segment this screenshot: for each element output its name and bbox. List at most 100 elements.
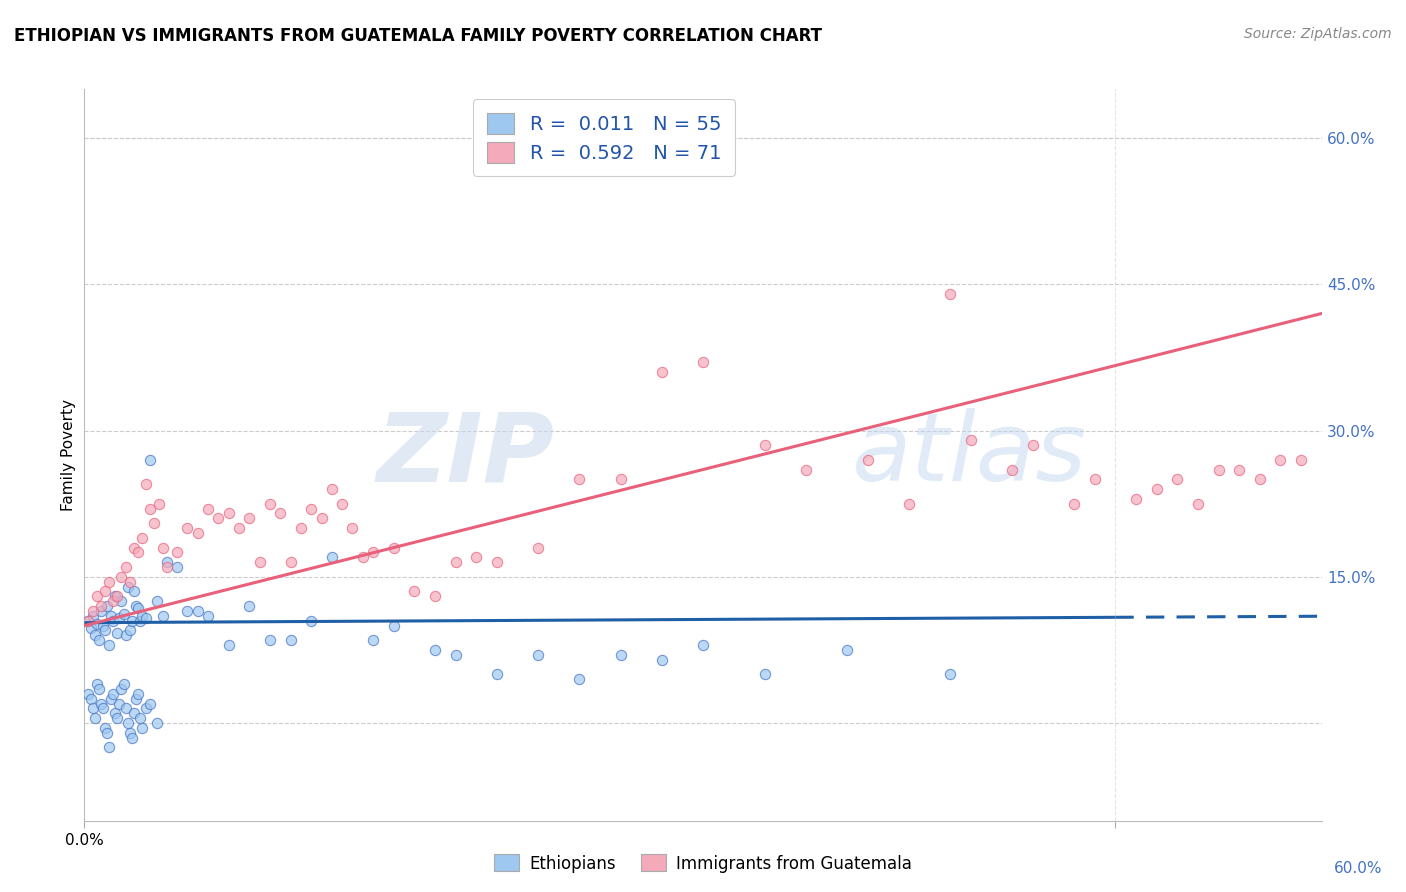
Text: Source: ZipAtlas.com: Source: ZipAtlas.com	[1244, 27, 1392, 41]
Point	[105, 711, 128, 725]
Legend: Ethiopians, Immigrants from Guatemala: Ethiopians, Immigrants from Guatemala	[488, 847, 918, 880]
Point	[1022, 438, 1045, 452]
Point	[112, 677, 135, 691]
Point	[105, 590, 128, 604]
Point	[143, 516, 166, 531]
Point	[651, 365, 673, 379]
Point	[352, 550, 374, 565]
Point	[127, 601, 149, 615]
Point	[129, 614, 152, 628]
Point	[754, 438, 776, 452]
Point	[939, 667, 962, 681]
Point	[290, 521, 312, 535]
Point	[108, 611, 131, 625]
Point	[148, 497, 170, 511]
Point	[90, 604, 112, 618]
Point	[90, 599, 112, 613]
Point	[609, 648, 631, 662]
Point	[187, 604, 209, 618]
Point	[939, 287, 962, 301]
Point	[361, 633, 384, 648]
Point	[218, 507, 240, 521]
Point	[87, 633, 110, 648]
Point	[156, 555, 179, 569]
Point	[77, 614, 100, 628]
Point	[114, 560, 136, 574]
Point	[1270, 452, 1292, 467]
Point	[117, 716, 139, 731]
Text: 60.0%: 60.0%	[1334, 861, 1382, 876]
Point	[651, 653, 673, 667]
Point	[139, 452, 162, 467]
Point	[125, 599, 148, 613]
Point	[197, 501, 219, 516]
Point	[692, 355, 714, 369]
Point	[1289, 452, 1312, 467]
Point	[259, 633, 281, 648]
Point	[131, 721, 153, 735]
Point	[103, 594, 125, 608]
Point	[145, 594, 167, 608]
Point	[94, 584, 117, 599]
Point	[259, 497, 281, 511]
Point	[485, 555, 508, 569]
Point	[321, 550, 343, 565]
Point	[152, 608, 174, 623]
Point	[197, 608, 219, 623]
Point	[249, 555, 271, 569]
Point	[269, 507, 291, 521]
Point	[311, 511, 333, 525]
Point	[94, 721, 117, 735]
Text: atlas: atlas	[852, 409, 1087, 501]
Point	[103, 687, 125, 701]
Point	[118, 624, 141, 638]
Point	[1249, 472, 1271, 486]
Point	[692, 638, 714, 652]
Point	[280, 555, 302, 569]
Point	[361, 545, 384, 559]
Point	[404, 584, 426, 599]
Point	[122, 584, 145, 599]
Point	[187, 525, 209, 540]
Point	[207, 511, 229, 525]
Point	[152, 541, 174, 555]
Point	[110, 594, 132, 608]
Point	[898, 497, 921, 511]
Point	[342, 521, 364, 535]
Point	[110, 681, 132, 696]
Point	[118, 726, 141, 740]
Point	[609, 472, 631, 486]
Point	[228, 521, 250, 535]
Point	[527, 541, 550, 555]
Point	[156, 560, 179, 574]
Point	[83, 628, 105, 642]
Point	[135, 477, 157, 491]
Point	[1187, 497, 1209, 511]
Point	[104, 706, 127, 721]
Point	[125, 691, 148, 706]
Point	[423, 590, 446, 604]
Point	[83, 711, 105, 725]
Point	[86, 590, 108, 604]
Point	[1063, 497, 1085, 511]
Point	[98, 638, 121, 652]
Point	[127, 687, 149, 701]
Point	[485, 667, 508, 681]
Point	[82, 701, 104, 715]
Point	[82, 608, 104, 623]
Point	[856, 452, 879, 467]
Point	[960, 434, 983, 448]
Legend: R =  0.011   N = 55, R =  0.592   N = 71: R = 0.011 N = 55, R = 0.592 N = 71	[474, 99, 735, 177]
Point	[127, 545, 149, 559]
Point	[299, 614, 322, 628]
Point	[444, 555, 467, 569]
Point	[1166, 472, 1188, 486]
Point	[135, 701, 157, 715]
Point	[135, 611, 157, 625]
Point	[1146, 482, 1168, 496]
Point	[382, 541, 405, 555]
Point	[139, 501, 162, 516]
Point	[96, 726, 118, 740]
Point	[131, 608, 153, 623]
Point	[79, 621, 101, 635]
